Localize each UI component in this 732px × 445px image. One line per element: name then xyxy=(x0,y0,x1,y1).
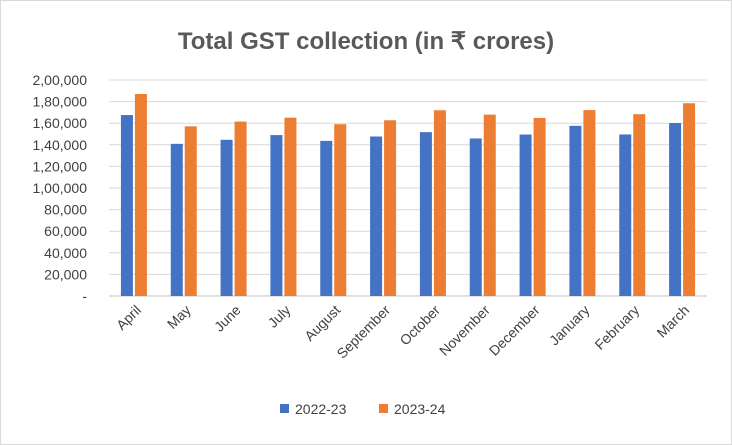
y-tick-label: 1,40,000 xyxy=(33,137,88,153)
bar-2022-23-July xyxy=(270,135,283,296)
x-tick-label: March xyxy=(653,302,692,341)
bar-2022-23-November xyxy=(469,138,482,296)
y-tick-label: 1,60,000 xyxy=(33,115,88,131)
x-tick-label: October xyxy=(397,302,444,349)
bar-2023-24-June xyxy=(234,121,247,296)
y-tick-label: 60,000 xyxy=(44,223,87,239)
bar-2022-23-June xyxy=(220,139,233,296)
legend-swatch xyxy=(379,404,388,413)
bar-2022-23-February xyxy=(619,134,632,296)
y-tick-label: 2,00,000 xyxy=(33,72,88,88)
x-tick-label: September xyxy=(333,302,393,362)
bar-2023-24-November xyxy=(483,114,496,296)
x-tick-label: June xyxy=(211,302,244,335)
bar-2023-24-February xyxy=(633,114,646,296)
legend-swatch xyxy=(280,404,289,413)
bar-2022-23-March xyxy=(669,123,682,296)
y-tick-label: 80,000 xyxy=(44,202,87,218)
bar-2022-23-May xyxy=(170,143,183,296)
x-tick-label: November xyxy=(436,302,493,359)
x-tick-label: April xyxy=(113,302,144,333)
bar-2023-24-January xyxy=(583,110,596,296)
bar-2022-23-August xyxy=(320,140,333,296)
y-tick-label: 20,000 xyxy=(44,266,87,282)
y-tick-label: 40,000 xyxy=(44,245,87,261)
bar-2022-23-December xyxy=(519,134,532,296)
x-tick-label: May xyxy=(164,302,194,332)
x-tick-label: January xyxy=(546,302,593,349)
bar-2023-24-August xyxy=(334,124,347,297)
bars xyxy=(120,94,696,297)
bar-2023-24-December xyxy=(533,117,546,297)
bar-2022-23-September xyxy=(370,136,383,296)
x-tick-label: July xyxy=(265,302,294,331)
y-tick-label: - xyxy=(82,288,87,304)
legend: 2022-23 2023-24 xyxy=(280,401,446,417)
gridlines xyxy=(109,79,707,297)
x-tick-label: February xyxy=(591,302,642,353)
x-tick-label: December xyxy=(486,302,543,359)
bar-2023-24-September xyxy=(384,120,397,296)
bar-2023-24-July xyxy=(284,117,297,296)
bar-2023-24-March xyxy=(683,103,696,297)
bar-2023-24-October xyxy=(433,110,446,297)
y-tick-label: 1,20,000 xyxy=(33,158,88,174)
bar-2023-24-May xyxy=(184,126,197,296)
legend-label: 2022-23 xyxy=(295,401,347,417)
bar-2023-24-April xyxy=(134,94,147,296)
x-tick-label: August xyxy=(301,302,343,344)
bar-2022-23-April xyxy=(120,115,133,297)
legend-label: 2023-24 xyxy=(394,401,446,417)
y-axis-ticks: - 20,000 40,000 60,000 80,000 1,00,000 1,20,00… xyxy=(33,72,88,304)
y-tick-label: 1,80,000 xyxy=(33,94,88,110)
y-tick-label: 1,00,000 xyxy=(33,180,88,196)
bar-2022-23-October xyxy=(419,132,432,296)
chart-title: Total GST collection (in ₹ crores) xyxy=(178,28,554,55)
bar-2022-23-January xyxy=(569,125,582,297)
